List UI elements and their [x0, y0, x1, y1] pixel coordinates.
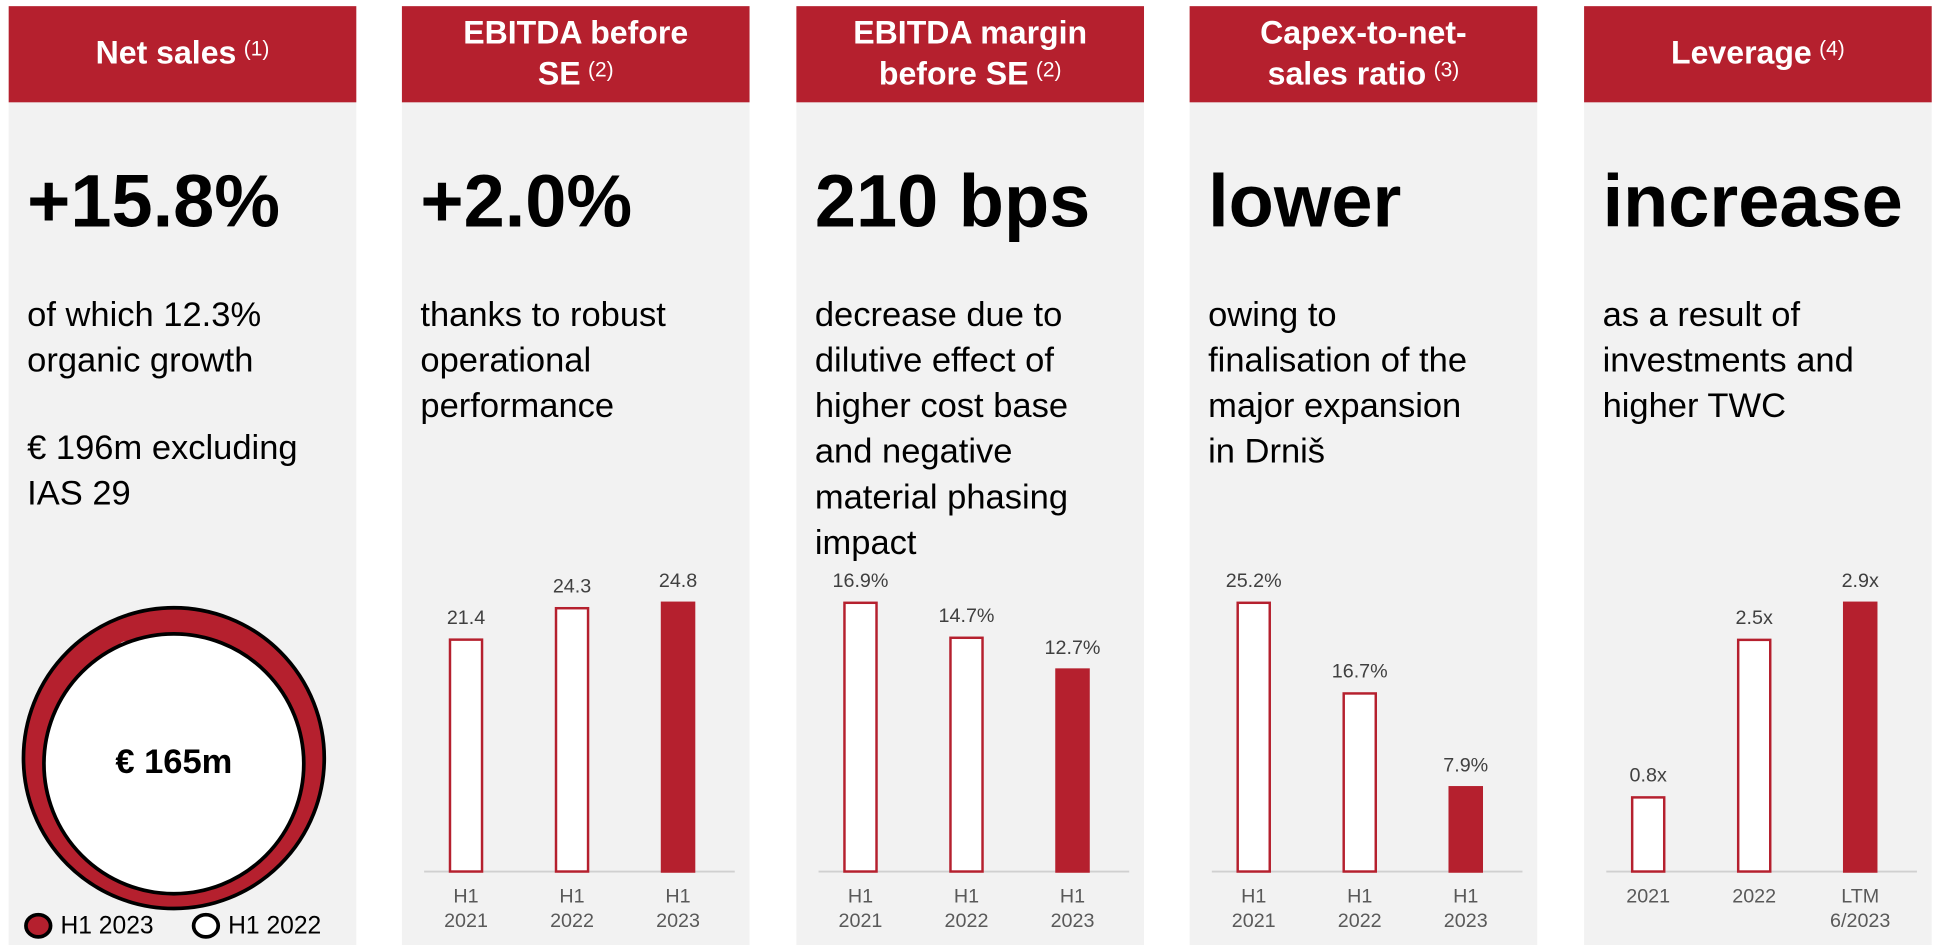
description-line: and negative	[815, 433, 1013, 471]
description-line: operational	[420, 342, 591, 380]
description-line: higher TWC	[1603, 387, 1786, 425]
x-tick-label: H1 2023	[656, 886, 700, 933]
title-note: (3)	[1434, 58, 1460, 81]
panel-title: before SE (2)	[879, 56, 1062, 92]
value-label: 16.9%	[833, 570, 889, 592]
headline: lower	[1208, 160, 1401, 243]
value-label: 12.7%	[1045, 637, 1101, 659]
bar	[660, 601, 696, 873]
title-text: EBITDA margin	[853, 15, 1087, 51]
description-line: higher cost base	[815, 387, 1068, 425]
title-note: (2)	[1036, 58, 1062, 81]
title-text: sales ratio	[1268, 56, 1427, 92]
value-label: 14.7%	[939, 605, 995, 627]
bubble-label: € 165m	[115, 743, 232, 781]
description-line: decrease due to	[815, 296, 1062, 334]
bar	[448, 638, 484, 873]
title-note: (4)	[1819, 37, 1845, 60]
legend-label: H1 2022	[228, 913, 321, 940]
panel-title: Net sales (1)	[96, 35, 270, 71]
panel-header	[1584, 6, 1932, 103]
title-text: Leverage	[1671, 35, 1812, 71]
title-note: (1)	[244, 37, 270, 60]
description-line: impact	[815, 524, 917, 562]
x-tick-label: H1 2021	[1232, 886, 1276, 933]
bar	[949, 636, 984, 873]
x-tick-label: H1 2022	[945, 886, 989, 933]
bar	[1448, 786, 1484, 873]
description-line: owing to	[1208, 296, 1337, 334]
value-label: 2.5x	[1736, 607, 1773, 629]
bar	[1236, 601, 1271, 873]
panel-title: Leverage (4)	[1671, 35, 1845, 71]
title-text: SE	[538, 56, 581, 92]
description-line: material phasing	[815, 478, 1068, 516]
value-label: 0.8x	[1630, 765, 1667, 787]
panel-title: EBITDA before	[463, 15, 688, 51]
description-line: major expansion	[1208, 387, 1461, 425]
panel-header	[8, 6, 357, 103]
headline: +15.8%	[27, 160, 280, 243]
description-line: finalisation of the	[1208, 342, 1467, 380]
x-tick-label: LTM 6/2023	[1830, 886, 1890, 933]
panel-header	[796, 6, 1145, 103]
description-line: performance	[420, 387, 614, 425]
bar	[843, 601, 878, 873]
panel-title: Capex-to-net-	[1260, 15, 1467, 51]
legend-swatch	[191, 912, 221, 939]
description-line: of which 12.3%	[27, 296, 261, 334]
bar	[1055, 668, 1090, 873]
description-line: investments and	[1603, 342, 1854, 380]
x-tick-label: H1 2022	[550, 886, 594, 933]
bar	[1630, 796, 1666, 873]
panel-header	[1189, 6, 1538, 103]
x-tick-label: 2021	[1626, 886, 1670, 908]
x-tick-label: H1 2023	[1051, 886, 1095, 933]
title-note: (2)	[588, 58, 614, 81]
x-tick-label: H1 2021	[839, 886, 883, 933]
headline: increase	[1603, 160, 1903, 243]
title-text: Net sales	[96, 35, 237, 71]
description-line: IAS 29	[27, 475, 131, 513]
legend-label: H1 2023	[60, 913, 153, 940]
description-line: thanks to robust	[420, 296, 666, 334]
x-tick-label: 2022	[1732, 886, 1776, 908]
value-label: 25.2%	[1226, 570, 1282, 592]
value-label: 7.9%	[1443, 755, 1488, 777]
value-label: 2.9x	[1842, 570, 1879, 592]
x-tick-label: H1 2023	[1444, 886, 1488, 933]
bar	[1842, 601, 1878, 873]
title-text: EBITDA before	[463, 15, 688, 51]
panel-header	[401, 6, 750, 103]
panel-title: EBITDA margin	[853, 15, 1087, 51]
value-label: 24.3	[553, 575, 591, 597]
x-tick-label: H1 2022	[1338, 886, 1382, 933]
bubble	[42, 632, 306, 896]
panel-title: SE (2)	[538, 56, 614, 92]
headline: 210 bps	[815, 160, 1090, 243]
value-label: 16.7%	[1332, 661, 1388, 683]
bar	[1736, 638, 1772, 873]
headline: +2.0%	[420, 160, 632, 243]
title-text: Capex-to-net-	[1260, 15, 1467, 51]
panel-title: sales ratio (3)	[1268, 56, 1460, 92]
description-line: dilutive effect of	[815, 342, 1055, 380]
legend-swatch	[24, 912, 53, 939]
description-line: in Drniš	[1208, 433, 1325, 471]
value-label: 24.8	[659, 570, 697, 592]
bar	[554, 606, 590, 873]
description-line: as a result of	[1603, 296, 1801, 334]
title-text: before SE	[879, 56, 1029, 92]
description-line: organic growth	[27, 342, 253, 380]
description-line: € 196m excluding	[27, 429, 297, 467]
x-tick-label: H1 2021	[444, 886, 488, 933]
bar	[1342, 692, 1377, 873]
value-label: 21.4	[447, 607, 485, 629]
